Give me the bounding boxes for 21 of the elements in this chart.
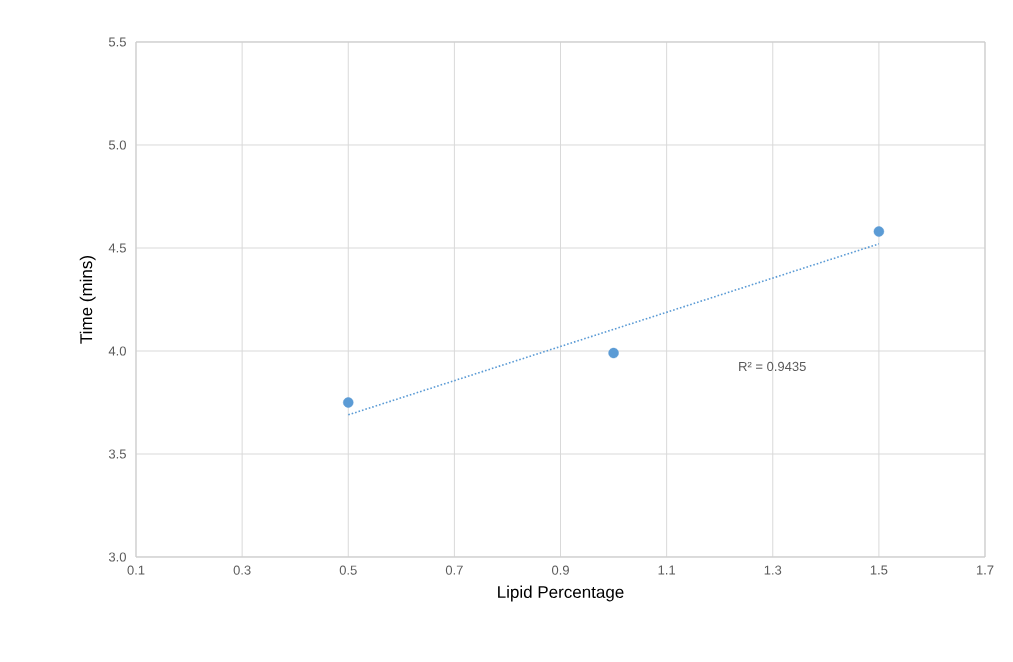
x-tick-label: 0.5 (339, 565, 357, 575)
y-tick-label: 4.0 (108, 346, 126, 356)
point (608, 347, 619, 359)
x-tick-label: 1.7 (976, 565, 994, 575)
y-axis-title: Time (mins) (79, 256, 96, 344)
y-tick-label: 5.5 (108, 37, 126, 47)
y-tick-label: 5.0 (108, 140, 126, 150)
point (873, 226, 885, 237)
x-tick-label: 0.1 (127, 565, 145, 575)
x-tick-label: 1.1 (658, 565, 676, 575)
y-tick-label: 3.0 (108, 552, 126, 562)
x-tick-label: 0.3 (233, 565, 251, 575)
y-tick-label: 3.5 (108, 449, 126, 459)
x-tick-label: 1.3 (764, 565, 782, 575)
x-tick-label: 1.5 (870, 565, 888, 575)
x-tick-label: 0.9 (551, 565, 569, 575)
x-axis-title: Lipid Percentage (498, 585, 624, 602)
annotation: R² = 0.9435 (739, 361, 806, 372)
x-tick-label: 0.7 (445, 565, 463, 575)
y-tick-label: 4.5 (108, 243, 126, 253)
point (343, 397, 354, 408)
